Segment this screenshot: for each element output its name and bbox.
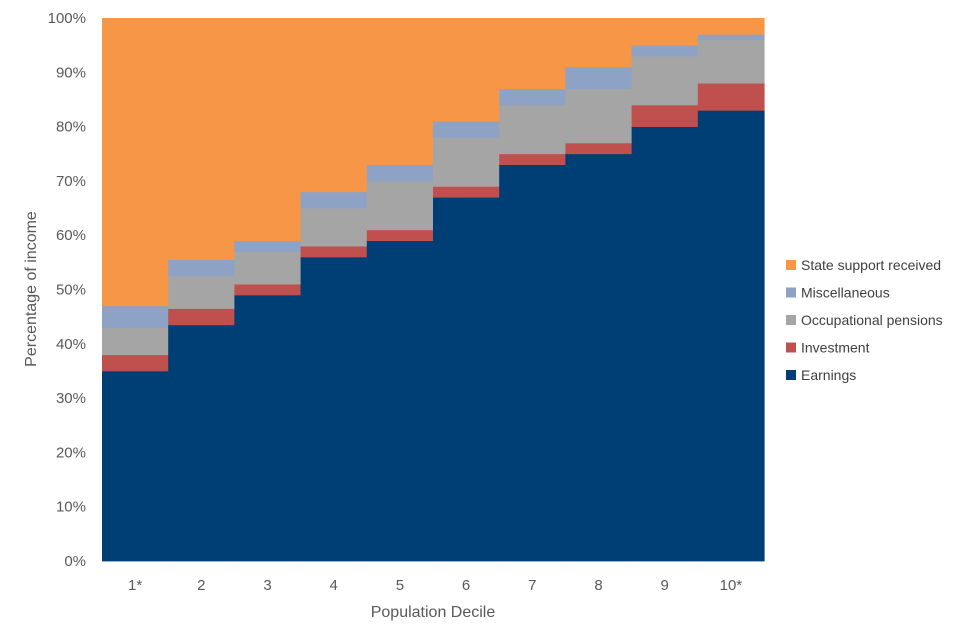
- bar-segment-occupational-pensions-decile-7: [499, 104, 566, 155]
- y-tick-label: 10%: [56, 499, 86, 516]
- x-tick-label: 4: [330, 577, 338, 594]
- bar-segment-state-support-received-decile-3: [234, 18, 302, 242]
- x-tick-label: 9: [661, 577, 669, 594]
- y-tick-label: 0%: [64, 553, 86, 570]
- bar-segment-miscellaneous-decile-8: [565, 66, 633, 89]
- bar-segment-investment-decile-10: [697, 83, 765, 111]
- y-axis: 0% 10% 20% 30% 40% 50% 60% 70% 80% 90% 100%: [48, 10, 86, 570]
- bar-segment-earnings-decile-7: [499, 164, 566, 562]
- y-tick-label: 40%: [56, 336, 86, 353]
- bar-segment-state-support-received-decile-1: [102, 18, 169, 307]
- bar-segment-investment-decile-5: [366, 229, 434, 242]
- bar-segment-miscellaneous-decile-7: [499, 88, 566, 106]
- bar-segment-state-support-received-decile-2: [168, 18, 235, 261]
- legend-swatch: [786, 260, 796, 270]
- y-tick-label: 50%: [56, 282, 86, 299]
- bar-segment-earnings-decile-6: [433, 197, 500, 562]
- bar-segment-occupational-pensions-decile-8: [565, 88, 633, 144]
- bar-segment-investment-decile-9: [631, 104, 699, 127]
- bar-segment-miscellaneous-decile-3: [234, 240, 302, 252]
- x-axis: 1* 2 3 4 5 6 7 8 9 10*: [128, 577, 742, 594]
- y-tick-label: 60%: [56, 227, 86, 244]
- bar-segment-investment-decile-4: [300, 246, 368, 258]
- bar-segment-occupational-pensions-decile-3: [234, 251, 302, 285]
- bar-segment-earnings-decile-1: [102, 370, 169, 562]
- bar-segment-earnings-decile-10: [697, 110, 765, 562]
- bar-segment-miscellaneous-decile-5: [366, 164, 434, 182]
- bar-segment-state-support-received-decile-6: [433, 18, 500, 122]
- bar-segment-investment-decile-8: [565, 142, 633, 155]
- bar-segment-occupational-pensions-decile-1: [102, 327, 169, 356]
- bar-segment-investment-decile-2: [168, 308, 235, 326]
- bar-segment-earnings-decile-8: [565, 153, 633, 562]
- x-tick-label: 1*: [128, 577, 142, 594]
- bar-segment-occupational-pensions-decile-2: [168, 275, 235, 309]
- x-tick-label: 8: [594, 577, 602, 594]
- legend-swatch: [786, 315, 796, 325]
- y-tick-label: 30%: [56, 390, 86, 407]
- legend-label: Occupational pensions: [801, 312, 943, 328]
- bar-segment-miscellaneous-decile-10: [697, 34, 765, 41]
- x-axis-title: Population Decile: [371, 604, 496, 621]
- legend-label: State support received: [801, 257, 941, 273]
- bar-segment-miscellaneous-decile-4: [300, 191, 368, 209]
- bar-segment-earnings-decile-9: [631, 126, 699, 562]
- bar-segment-earnings-decile-3: [234, 294, 302, 562]
- x-tick-label: 2: [197, 577, 205, 594]
- plot-area: [102, 18, 765, 562]
- x-tick-label: 6: [462, 577, 470, 594]
- bar-segment-miscellaneous-decile-2: [168, 259, 235, 277]
- bar-segment-miscellaneous-decile-6: [433, 121, 500, 138]
- bar-segment-investment-decile-3: [234, 284, 302, 296]
- bar-segment-state-support-received-decile-4: [300, 18, 368, 193]
- y-tick-label: 80%: [56, 119, 86, 136]
- bar-segment-investment-decile-6: [433, 186, 500, 198]
- legend-swatch: [786, 342, 796, 353]
- legend-label: Earnings: [801, 367, 856, 383]
- y-tick-label: 20%: [56, 444, 86, 461]
- bar-segment-state-support-received-decile-10: [697, 18, 765, 35]
- legend-swatch: [786, 287, 796, 298]
- bar-segment-earnings-decile-2: [168, 324, 235, 562]
- y-axis-title: Percentage of income: [23, 211, 40, 367]
- bar-segment-investment-decile-7: [499, 153, 566, 166]
- y-tick-label: 90%: [56, 64, 86, 81]
- bar-segment-miscellaneous-decile-1: [102, 305, 169, 328]
- y-tick-label: 70%: [56, 173, 86, 190]
- bar-segment-state-support-received-decile-7: [499, 18, 566, 89]
- bar-segment-occupational-pensions-decile-10: [697, 39, 765, 84]
- bar-segment-occupational-pensions-decile-9: [631, 56, 699, 106]
- bar-segment-state-support-received-decile-8: [565, 18, 633, 68]
- bar-segment-occupational-pensions-decile-6: [433, 137, 500, 187]
- legend-label: Investment: [801, 340, 870, 356]
- legend-label: Miscellaneous: [801, 285, 890, 301]
- bar-segment-occupational-pensions-decile-5: [366, 180, 434, 231]
- bar-segment-state-support-received-decile-5: [366, 18, 434, 166]
- legend: State support received Miscellaneous Occup…: [786, 257, 943, 383]
- x-tick-label: 3: [263, 577, 271, 594]
- bar-segment-earnings-decile-4: [300, 256, 368, 562]
- bar-segment-occupational-pensions-decile-4: [300, 208, 368, 247]
- bar-segment-earnings-decile-5: [366, 240, 434, 562]
- x-tick-label: 10*: [720, 577, 743, 594]
- bar-segment-miscellaneous-decile-9: [631, 45, 699, 57]
- x-tick-label: 7: [528, 577, 536, 594]
- bar-segment-state-support-received-decile-9: [631, 18, 699, 46]
- legend-swatch: [786, 370, 796, 380]
- bar-segment-investment-decile-1: [102, 354, 169, 372]
- y-tick-label: 100%: [48, 10, 86, 27]
- x-tick-label: 5: [396, 577, 404, 594]
